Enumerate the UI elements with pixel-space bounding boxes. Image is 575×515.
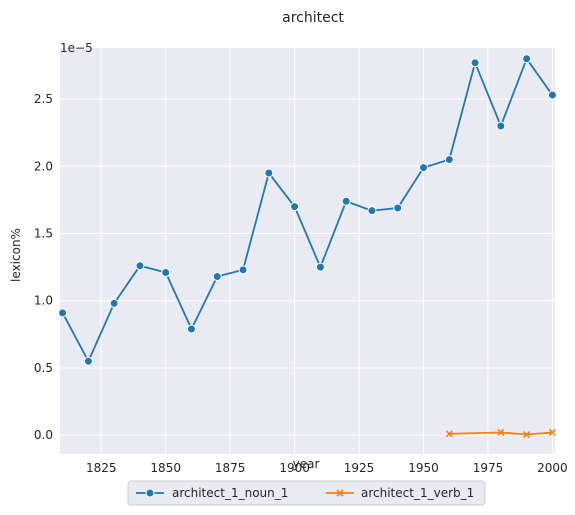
data-point <box>135 261 145 271</box>
y-tick-label: 1.0 <box>34 294 53 308</box>
data-point <box>186 324 196 334</box>
y-tick-label: 2.5 <box>34 92 53 106</box>
data-point <box>161 268 171 278</box>
y-axis-ticks: 0.0 0.5 1.0 1.5 2.0 2.5 <box>34 92 53 442</box>
y-offset-label: 1e−5 <box>60 41 93 55</box>
data-point <box>470 58 480 68</box>
legend-box <box>127 480 486 506</box>
gridlines <box>60 48 555 454</box>
x-tick-label: 1875 <box>215 461 246 475</box>
series-line <box>449 431 553 436</box>
data-point <box>419 163 429 173</box>
data-point <box>522 54 532 64</box>
data-point <box>393 203 403 213</box>
data-point <box>496 121 506 131</box>
series-layer <box>58 54 557 439</box>
y-tick-label: 2.0 <box>34 159 53 173</box>
y-tick-label: 0.0 <box>34 428 53 442</box>
data-point <box>523 430 531 439</box>
y-tick-label: 0.5 <box>34 361 53 375</box>
series-architect_1_noun_1 <box>58 54 557 366</box>
legend-entry: architect_1_verb_1 <box>326 486 474 500</box>
x-axis-label: year <box>293 457 320 471</box>
legend-entry: architect_1_noun_1 <box>136 486 288 500</box>
data-point <box>83 356 93 366</box>
x-axis-ticks: 1825 1850 1875 1900 1925 1950 1975 2000 <box>86 461 568 475</box>
data-point <box>444 155 454 165</box>
data-point <box>212 272 222 282</box>
x-tick-label: 1925 <box>344 461 375 475</box>
data-point <box>58 308 68 318</box>
data-point <box>367 206 377 216</box>
x-tick-label: 1825 <box>86 461 117 475</box>
data-point <box>336 489 344 497</box>
x-tick-label: 1900 <box>279 461 310 475</box>
y-axis-label: lexicon% <box>9 228 23 282</box>
data-point <box>547 90 557 100</box>
series-architect_1_verb_1 <box>445 428 556 439</box>
data-point <box>264 168 274 178</box>
legend-label: architect_1_noun_1 <box>172 486 288 500</box>
data-point <box>341 196 351 206</box>
x-tick-label: 1950 <box>408 461 439 475</box>
data-point <box>145 488 155 498</box>
data-point <box>238 265 248 275</box>
data-point <box>445 430 453 438</box>
plot-area <box>60 48 555 454</box>
data-point <box>548 428 556 437</box>
y-tick-label: 1.5 <box>34 227 53 241</box>
data-point <box>290 202 300 212</box>
chart-title: architect <box>282 10 344 26</box>
legend: architect_1_noun_1 architect_1_verb_1 <box>127 480 486 506</box>
x-tick-label: 1850 <box>150 461 181 475</box>
data-point <box>109 298 119 308</box>
x-tick-label: 2000 <box>537 461 568 475</box>
data-point <box>315 262 325 272</box>
legend-label: architect_1_verb_1 <box>361 486 474 500</box>
x-tick-label: 1975 <box>473 461 504 475</box>
data-point <box>497 428 505 437</box>
